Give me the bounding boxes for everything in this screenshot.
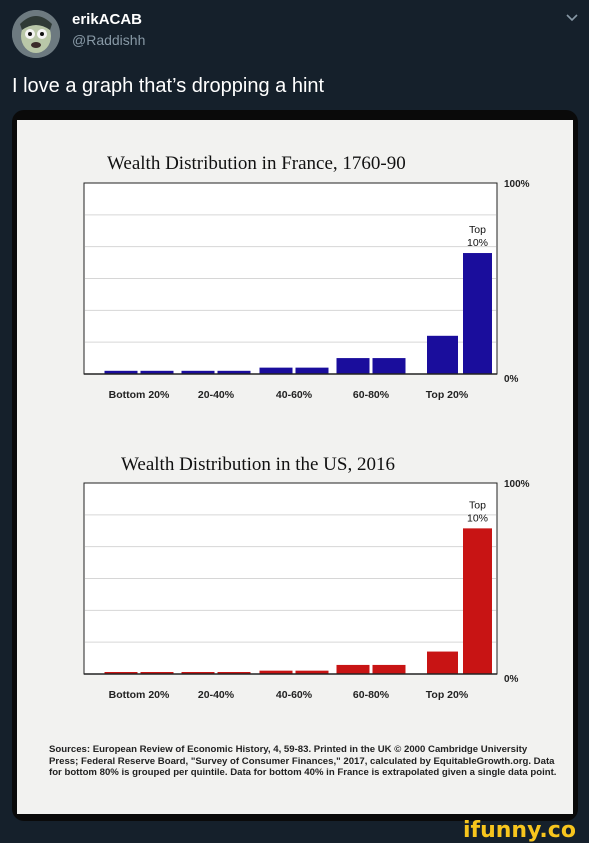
france-bar bbox=[104, 370, 138, 374]
us-annotation-line2: 10% bbox=[467, 512, 488, 524]
france-bar bbox=[427, 335, 458, 374]
france-category-label: 60-80% bbox=[353, 389, 390, 401]
france-category-label: Top 20% bbox=[426, 389, 469, 401]
us-category-label: 40-60% bbox=[276, 689, 313, 701]
tweet-media-image[interactable]: Wealth Distribution in France, 1760-90 T… bbox=[12, 110, 578, 821]
france-category-label: 40-60% bbox=[276, 389, 313, 401]
us-category-label: Top 20% bbox=[426, 689, 469, 701]
display-name[interactable]: erikACAB bbox=[72, 11, 143, 28]
france-category-label: 20-40% bbox=[198, 389, 235, 401]
france-annotation-line2: 10% bbox=[467, 237, 488, 249]
france-bar bbox=[295, 367, 329, 374]
us-chart-title: Wealth Distribution in the US, 2016 bbox=[121, 454, 395, 475]
france-category-label: Bottom 20% bbox=[109, 389, 170, 401]
us-bar bbox=[259, 670, 293, 674]
france-ytick-top: 100% bbox=[504, 179, 530, 190]
tweet-text: I love a graph that’s dropping a hint bbox=[12, 75, 325, 97]
chart-image: Wealth Distribution in France, 1760-90 T… bbox=[17, 120, 573, 814]
us-bar bbox=[181, 672, 215, 674]
us-annotation-line1: Top bbox=[469, 499, 486, 511]
france-bar bbox=[259, 367, 293, 374]
us-ytick-bottom: 0% bbox=[504, 674, 519, 685]
us-bar bbox=[372, 664, 406, 674]
us-bar bbox=[104, 672, 138, 674]
us-ytick-top: 100% bbox=[504, 479, 530, 490]
us-category-label: 20-40% bbox=[198, 689, 235, 701]
chevron-down-icon[interactable] bbox=[565, 11, 579, 25]
france-bar-top10 bbox=[463, 253, 492, 374]
france-bar bbox=[181, 370, 215, 374]
france-bar bbox=[140, 370, 174, 374]
us-bar-top10 bbox=[463, 528, 492, 674]
sources-note: Sources: European Review of Economic His… bbox=[49, 744, 557, 778]
france-annotation-line1: Top bbox=[469, 224, 486, 236]
us-category-label: 60-80% bbox=[353, 689, 390, 701]
avatar[interactable] bbox=[12, 10, 60, 58]
ifunny-watermark: ifunny.co bbox=[463, 818, 576, 843]
us-bar bbox=[140, 672, 174, 674]
france-bar bbox=[336, 358, 370, 374]
us-bar bbox=[427, 651, 458, 674]
us-bar bbox=[217, 672, 251, 674]
france-chart-title: Wealth Distribution in France, 1760-90 bbox=[107, 153, 406, 174]
us-category-label: Bottom 20% bbox=[109, 689, 170, 701]
france-ytick-bottom: 0% bbox=[504, 374, 519, 385]
france-bar bbox=[372, 358, 406, 374]
us-bar bbox=[295, 670, 329, 674]
user-handle[interactable]: @Raddishh bbox=[72, 32, 146, 48]
us-bar bbox=[336, 664, 370, 674]
france-bar bbox=[217, 370, 251, 374]
